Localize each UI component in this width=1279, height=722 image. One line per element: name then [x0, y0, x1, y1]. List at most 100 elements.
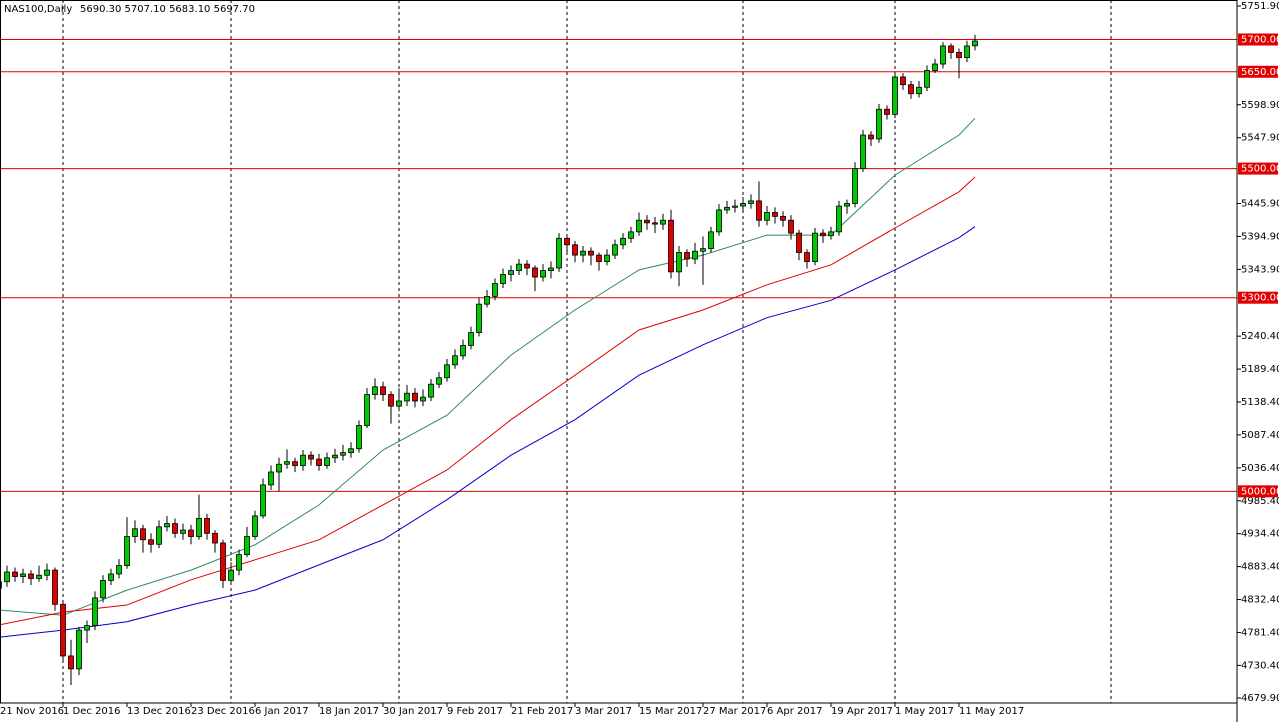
- candle-body: [92, 597, 98, 627]
- x-tick-label: 15 Mar 2017: [639, 706, 702, 717]
- y-tick-label: 5189.40: [1241, 364, 1279, 375]
- candle-body: [236, 554, 242, 571]
- candle-body: [596, 254, 602, 262]
- candle-body: [588, 250, 594, 256]
- level-label: 5650.00: [1241, 67, 1279, 78]
- candle-body: [412, 392, 418, 402]
- candle-body: [868, 134, 874, 140]
- candle-body: [772, 212, 778, 217]
- level-label-box: [1238, 485, 1278, 498]
- candle-body: [380, 386, 386, 395]
- candle-body: [556, 237, 562, 269]
- x-tick-label: 11 May 2017: [959, 706, 1024, 717]
- candle-body: [580, 250, 586, 256]
- candle-body: [828, 231, 834, 237]
- candle-body: [76, 629, 82, 670]
- moving-average: [0, 117, 976, 616]
- candle-body: [716, 209, 722, 233]
- candle-body: [740, 203, 746, 207]
- y-tick-label: 4832.40: [1241, 595, 1279, 606]
- y-tick-label: 5240.40: [1241, 331, 1279, 342]
- candle-body: [860, 134, 866, 170]
- candle-body: [932, 63, 938, 71]
- y-tick-label: 4883.40: [1241, 562, 1279, 573]
- candle-body: [780, 215, 786, 221]
- candle-body: [204, 518, 210, 534]
- candle-body: [220, 542, 226, 581]
- candle-body: [908, 84, 914, 95]
- candle-body: [604, 254, 610, 262]
- level-label: 5500.00: [1241, 164, 1279, 175]
- candle-body: [668, 219, 674, 273]
- candle-body: [492, 283, 498, 297]
- candle-body: [20, 573, 26, 577]
- candle-body: [396, 400, 402, 407]
- candle-body: [404, 392, 410, 402]
- candle-body: [444, 364, 450, 379]
- quote-values: 5690.30 5707.10 5683.10 5697.70: [80, 4, 255, 15]
- candle-body: [108, 573, 114, 581]
- candle-body: [756, 200, 762, 221]
- y-tick-label: 5036.40: [1241, 463, 1279, 474]
- candle-body: [36, 574, 42, 579]
- candle-body: [572, 244, 578, 256]
- candle-body: [812, 232, 818, 262]
- candle-body: [420, 396, 426, 402]
- candle-body: [636, 219, 642, 233]
- candle-body: [428, 383, 434, 398]
- level-label: 5000.00: [1241, 486, 1279, 497]
- candle-body: [60, 603, 66, 657]
- candle-body: [676, 252, 682, 273]
- candle-body: [140, 528, 146, 541]
- candle-body: [940, 45, 946, 65]
- candle-body: [436, 377, 442, 385]
- x-tick-label: 1 May 2017: [895, 706, 954, 717]
- candle-body: [844, 203, 850, 207]
- candle-body: [916, 86, 922, 95]
- candle-body: [460, 345, 466, 357]
- candle-body: [852, 168, 858, 204]
- candle-body: [628, 231, 634, 239]
- candle-body: [468, 332, 474, 346]
- candle-body: [788, 219, 794, 234]
- level-label: 5300.00: [1241, 293, 1279, 304]
- candle-body: [324, 457, 330, 466]
- candle-body: [268, 471, 274, 486]
- x-tick-label: 1 Dec 2016: [63, 706, 121, 717]
- candle-body: [764, 212, 770, 221]
- candle-body: [292, 461, 298, 466]
- level-label-box: [1238, 162, 1278, 175]
- candle-body: [316, 458, 322, 466]
- candle-body: [524, 263, 530, 269]
- y-tick-label: 4934.40: [1241, 529, 1279, 540]
- candle-body: [956, 52, 962, 58]
- x-tick-label: 13 Dec 2016: [127, 706, 191, 717]
- candle-body: [84, 625, 90, 631]
- candle-body: [652, 222, 658, 225]
- level-label-box: [1238, 65, 1278, 78]
- candle-body: [508, 270, 514, 275]
- candle-body: [300, 454, 306, 466]
- candle-body: [540, 270, 546, 278]
- candle-body: [284, 461, 290, 465]
- candle-body: [548, 267, 554, 271]
- candle-body: [164, 523, 170, 528]
- candle-body: [356, 425, 362, 450]
- candle-body: [388, 394, 394, 407]
- candle-body: [516, 263, 522, 271]
- candle-body: [68, 655, 74, 670]
- y-tick-label: 5343.90: [1241, 264, 1279, 275]
- moving-average: [0, 176, 976, 626]
- candle-body: [484, 296, 490, 305]
- time-axis-bg: [0, 704, 1237, 722]
- level-label: 5700.00: [1241, 35, 1279, 46]
- y-tick-label: 5547.90: [1241, 133, 1279, 144]
- y-tick-label: 4781.40: [1241, 627, 1279, 638]
- candle-body: [156, 526, 162, 545]
- y-tick-label: 5087.40: [1241, 430, 1279, 441]
- candle-body: [924, 70, 930, 88]
- candle-body: [116, 565, 122, 575]
- candle-body: [964, 45, 970, 58]
